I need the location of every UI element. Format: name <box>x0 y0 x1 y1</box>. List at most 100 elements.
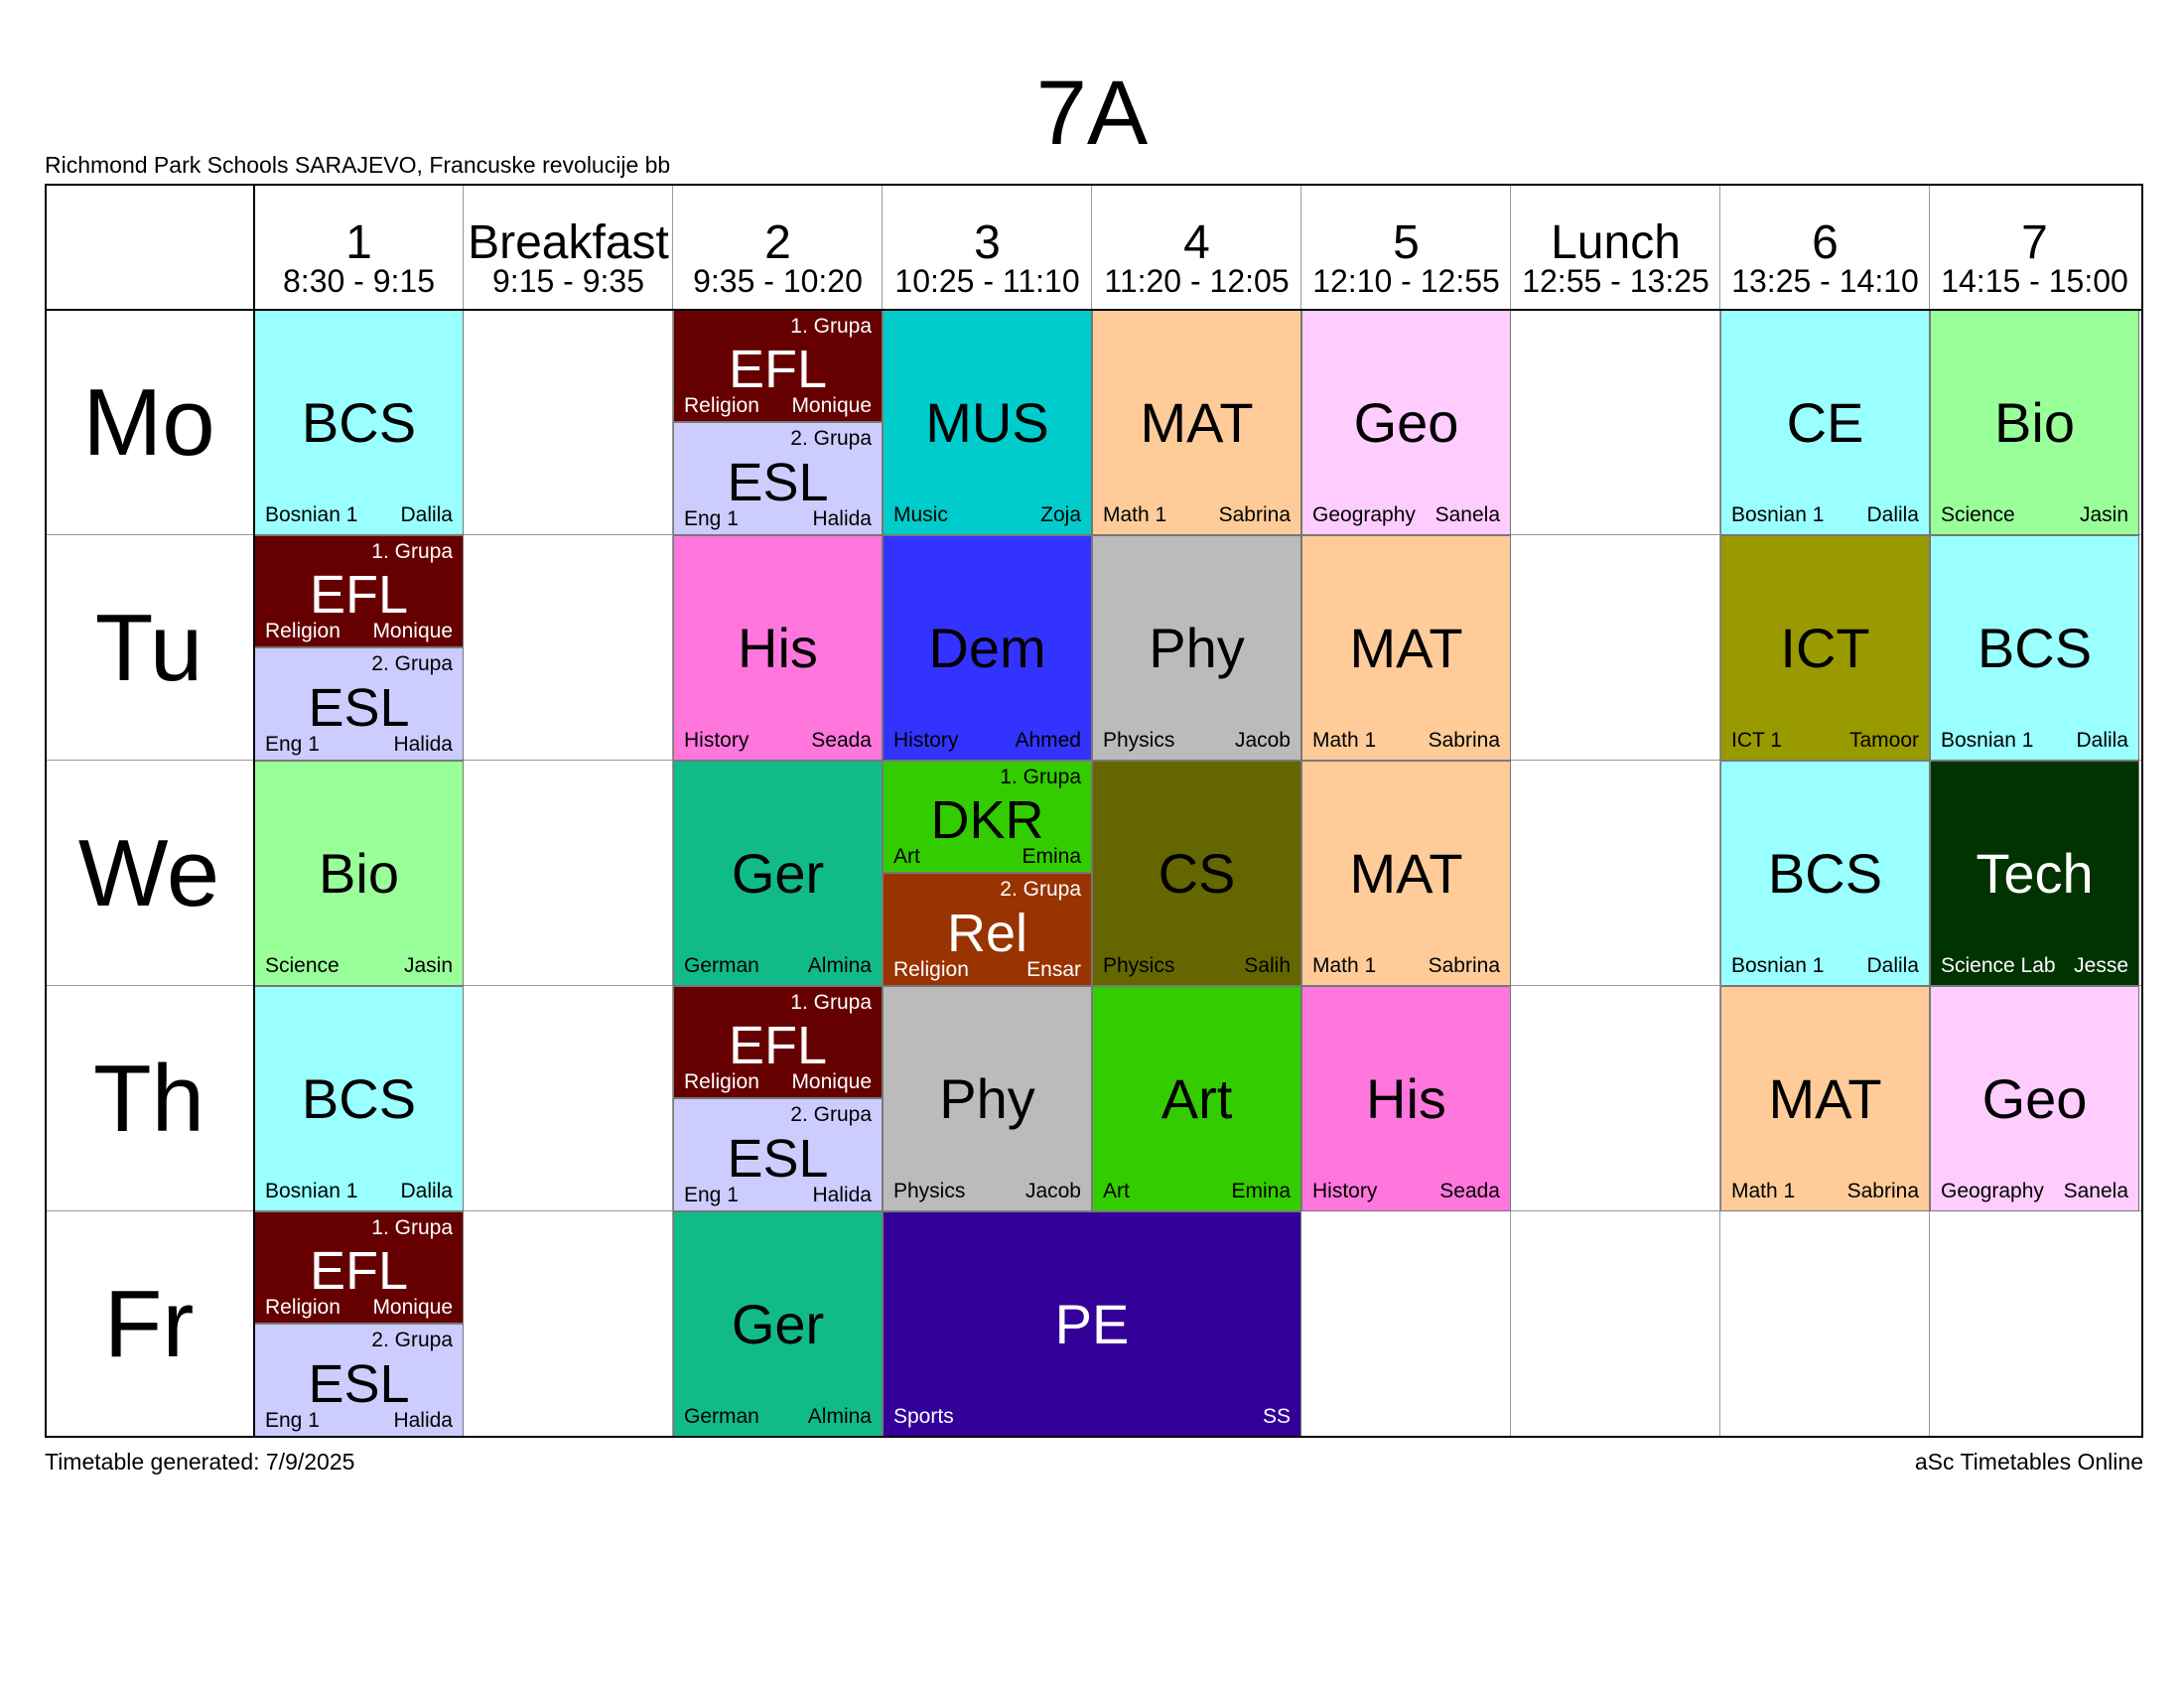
subject-label: Bio <box>1994 390 2075 454</box>
room-label: Bosnian 1 <box>265 503 358 526</box>
room-label: German <box>684 954 759 977</box>
subject-label: BCS <box>1977 616 2093 679</box>
lesson-card[interactable]: BCS Bosnian 1 Dalila <box>1930 535 2139 761</box>
room-label: Science <box>265 954 340 977</box>
lesson-card[interactable]: MUS Music Zoja <box>883 310 1092 535</box>
school-name: Richmond Park Schools SARAJEVO, Francusk… <box>45 152 671 178</box>
lesson-card[interactable]: 1. Grupa EFL Religion Monique <box>673 310 883 422</box>
room-label: Bosnian 1 <box>1731 503 1825 526</box>
lesson-card[interactable]: Geo Geography Sanela <box>1930 986 2139 1211</box>
teacher-label: Jacob <box>1024 1180 1081 1202</box>
lesson-card[interactable]: ICT ICT 1 Tamoor <box>1720 535 1930 761</box>
room-label: Math 1 <box>1103 503 1167 526</box>
room-label: Math 1 <box>1312 729 1377 752</box>
teacher-label: Monique <box>372 620 453 642</box>
lesson-card[interactable]: Ger German Almina <box>673 1211 883 1437</box>
lesson-card[interactable]: 2. Grupa ESL Eng 1 Halida <box>254 1324 464 1437</box>
lesson-card[interactable]: CE Bosnian 1 Dalila <box>1720 310 1930 535</box>
room-label: Math 1 <box>1312 954 1377 977</box>
subject-label: Phy <box>1149 616 1245 679</box>
lesson-card[interactable]: 1. Grupa DKR Art Emina <box>883 761 1092 873</box>
room-label: Science Lab <box>1941 954 2056 977</box>
lesson-card[interactable]: 1. Grupa EFL Religion Monique <box>673 986 883 1098</box>
subject-label: Tech <box>1976 841 2094 905</box>
lesson-card[interactable]: His History Seada <box>673 535 883 761</box>
period-header: 4 11:20 - 12:05 <box>1092 184 1301 309</box>
lesson-card[interactable]: MAT Math 1 Sabrina <box>1301 761 1511 986</box>
lesson-card[interactable]: PE Sports SS <box>883 1211 1301 1437</box>
subject-label: EFL <box>728 340 828 399</box>
lesson-card[interactable]: CS Physics Salih <box>1092 761 1301 986</box>
lesson-card[interactable]: BCS Bosnian 1 Dalila <box>254 986 464 1211</box>
room-label: Eng 1 <box>684 1184 739 1206</box>
lesson-card[interactable]: 2. Grupa Rel Religion Ensar <box>883 873 1092 986</box>
teacher-label: Monique <box>791 394 872 417</box>
subject-label: PE <box>1054 1292 1130 1355</box>
lesson-card[interactable]: MAT Math 1 Sabrina <box>1092 310 1301 535</box>
subject-label: MUS <box>925 390 1049 454</box>
period-header: 7 14:15 - 15:00 <box>1930 184 2139 309</box>
group-label: 1. Grupa <box>371 540 453 563</box>
room-label: Science <box>1941 503 2015 526</box>
room-label: Art <box>893 845 920 868</box>
teacher-label: SS <box>1262 1405 1291 1428</box>
teacher-label: Halida <box>393 1409 453 1432</box>
lesson-card[interactable]: BCS Bosnian 1 Dalila <box>1720 761 1930 986</box>
lesson-card[interactable]: 2. Grupa ESL Eng 1 Halida <box>254 647 464 761</box>
group-label: 1. Grupa <box>1000 766 1081 788</box>
subject-label: EFL <box>728 1016 828 1075</box>
period-label: Breakfast <box>468 216 669 269</box>
teacher-label: Dalila <box>400 1180 453 1202</box>
room-label: Geography <box>1312 503 1416 526</box>
teacher-label: Sabrina <box>1846 1180 1919 1202</box>
lesson-card[interactable]: Dem History Ahmed <box>883 535 1092 761</box>
teacher-label: Almina <box>807 954 872 977</box>
room-label: Physics <box>893 1180 966 1202</box>
day-label: We <box>77 819 220 926</box>
lesson-card[interactable]: Tech Science Lab Jesse <box>1930 761 2139 986</box>
lesson-card[interactable]: 1. Grupa EFL Religion Monique <box>254 1211 464 1324</box>
period-header: 1 8:30 - 9:15 <box>254 184 464 309</box>
subject-label: MAT <box>1768 1066 1882 1130</box>
subject-label: CS <box>1158 841 1236 905</box>
subject-label: EFL <box>309 1241 409 1301</box>
period-label: 4 <box>1183 216 1210 269</box>
lesson-card[interactable]: Ger German Almina <box>673 761 883 986</box>
subject-label: MAT <box>1349 616 1463 679</box>
lesson-card[interactable]: 2. Grupa ESL Eng 1 Halida <box>673 422 883 535</box>
lesson-card[interactable]: Geo Geography Sanela <box>1301 310 1511 535</box>
grid-vline <box>1719 184 1720 1438</box>
lesson-card[interactable]: Phy Physics Jacob <box>883 986 1092 1211</box>
grid-vline <box>672 184 673 1438</box>
group-label: 1. Grupa <box>790 315 872 338</box>
teacher-label: Dalila <box>400 503 453 526</box>
lesson-card[interactable]: MAT Math 1 Sabrina <box>1720 986 1930 1211</box>
subject-label: ESL <box>727 453 829 512</box>
period-label: 2 <box>764 216 791 269</box>
period-header: 3 10:25 - 11:10 <box>883 184 1092 309</box>
lesson-card[interactable]: Bio Science Jasin <box>254 761 464 986</box>
teacher-label: Monique <box>791 1070 872 1093</box>
teacher-label: Ahmed <box>1015 729 1081 752</box>
lesson-card[interactable]: BCS Bosnian 1 Dalila <box>254 310 464 535</box>
lesson-card[interactable]: Art Art Emina <box>1092 986 1301 1211</box>
lesson-card[interactable]: 1. Grupa EFL Religion Monique <box>254 535 464 647</box>
teacher-label: Halida <box>393 733 453 756</box>
teacher-label: Halida <box>812 507 872 530</box>
room-label: Sports <box>893 1405 954 1428</box>
subject-label: Art <box>1160 1066 1233 1130</box>
lesson-card[interactable]: His History Seada <box>1301 986 1511 1211</box>
teacher-label: Dalila <box>2076 729 2128 752</box>
lesson-card[interactable]: Bio Science Jasin <box>1930 310 2139 535</box>
teacher-label: Dalila <box>1866 954 1919 977</box>
room-label: Physics <box>1103 729 1175 752</box>
lesson-card[interactable]: Phy Physics Jacob <box>1092 535 1301 761</box>
lesson-card[interactable]: 2. Grupa ESL Eng 1 Halida <box>673 1098 883 1211</box>
teacher-label: Ensar <box>1026 958 1081 981</box>
lesson-card[interactable]: MAT Math 1 Sabrina <box>1301 535 1511 761</box>
period-time: 12:55 - 13:25 <box>1522 263 1709 299</box>
period-header: 6 13:25 - 14:10 <box>1720 184 1930 309</box>
group-label: 1. Grupa <box>790 991 872 1014</box>
day-label: Tu <box>94 594 204 701</box>
subject-label: EFL <box>309 565 409 625</box>
